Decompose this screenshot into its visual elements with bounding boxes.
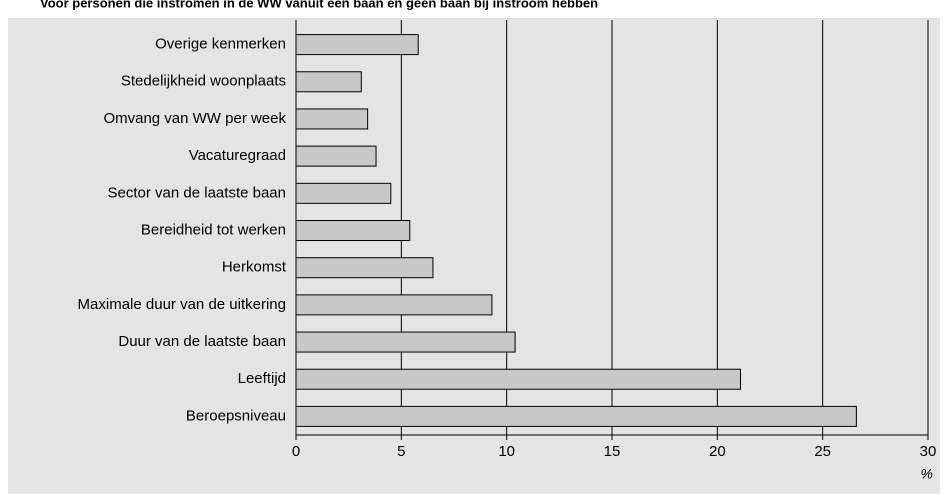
x-tick-label: 10 bbox=[498, 443, 515, 460]
y-tick-label: Herkomst bbox=[222, 259, 287, 276]
bar bbox=[295, 331, 516, 353]
x-tick-label: 30 bbox=[920, 443, 937, 460]
bar bbox=[295, 294, 493, 316]
y-tick-label: Omvang van WW per week bbox=[103, 110, 286, 127]
y-tick-label: Maximale duur van de uitkering bbox=[78, 296, 286, 313]
y-tick-label: Vacaturegraad bbox=[189, 147, 286, 164]
x-tick-label: 25 bbox=[814, 443, 831, 460]
y-tick-label: Stedelijkheid woonplaats bbox=[121, 73, 286, 90]
y-tick-label: Duur van de laatste baan bbox=[118, 333, 286, 350]
bar bbox=[295, 257, 434, 279]
y-tick-label: Overige kenmerken bbox=[155, 36, 286, 53]
x-tick-label: 5 bbox=[397, 443, 405, 460]
x-tick-label: 0 bbox=[292, 443, 300, 460]
bar bbox=[295, 145, 377, 167]
x-axis-label: % bbox=[921, 466, 933, 482]
bar bbox=[295, 368, 742, 390]
bar bbox=[295, 71, 362, 93]
y-tick-label: Beroepsniveau bbox=[186, 407, 286, 424]
y-tick-label: Leeftijd bbox=[238, 370, 286, 387]
x-tick-label: 15 bbox=[604, 443, 621, 460]
bar bbox=[295, 182, 392, 204]
bar bbox=[295, 220, 411, 241]
x-tick-label: 20 bbox=[709, 443, 726, 460]
y-tick-label: Sector van de laatste baan bbox=[108, 184, 286, 201]
bar bbox=[295, 34, 419, 56]
y-tick-label: Bereidheid tot werken bbox=[141, 221, 286, 238]
bar bbox=[295, 108, 369, 130]
bar bbox=[295, 405, 857, 427]
chart-title: Voor personen die instromen in de WW van… bbox=[40, 0, 598, 10]
